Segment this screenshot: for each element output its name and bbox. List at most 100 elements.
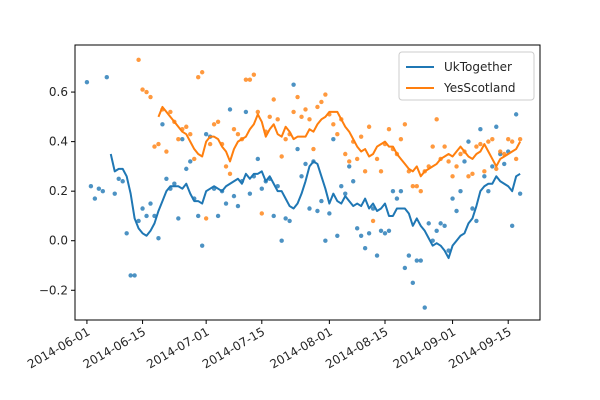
point-yesscotland-33 [267, 114, 272, 120]
point-uktogether-67 [354, 226, 360, 231]
point-yesscotland-67 [402, 122, 408, 127]
point-yesscotland-88 [486, 139, 491, 144]
point-yesscotland-37 [283, 136, 288, 142]
point-yesscotland-79 [450, 174, 455, 179]
point-yesscotland-71 [418, 188, 423, 194]
point-uktogether-91 [450, 196, 455, 201]
point-uktogether-42 [255, 156, 261, 162]
point-yesscotland-31 [259, 211, 264, 216]
point-yesscotland-78 [446, 159, 451, 164]
point-uktogether-39 [243, 109, 249, 115]
point-uktogether-29 [203, 131, 209, 137]
point-yesscotland-47 [323, 92, 328, 97]
point-uktogether-35 [227, 107, 233, 112]
point-uktogether-106 [509, 223, 515, 229]
point-yesscotland-96 [517, 136, 523, 142]
legend-label-uktogether: UkTogether [444, 60, 512, 74]
point-uktogether-78 [398, 188, 404, 194]
legend-label-yesscotland: YesScotland [443, 81, 516, 95]
point-uktogether-3 [96, 186, 102, 191]
point-uktogether-93 [458, 188, 463, 194]
point-uktogether-59 [323, 238, 328, 243]
point-yesscotland-94 [509, 139, 515, 144]
point-yesscotland-46 [319, 99, 324, 105]
point-yesscotland-0 [136, 57, 141, 63]
point-uktogether-107 [513, 112, 519, 117]
point-uktogether-4 [100, 188, 106, 194]
point-yesscotland-3 [148, 94, 153, 100]
point-uktogether-61 [331, 136, 336, 142]
point-yesscotland-91 [498, 149, 503, 154]
point-yesscotland-41 [299, 114, 304, 120]
point-yesscotland-30 [255, 109, 261, 115]
point-uktogether-49 [283, 216, 288, 221]
point-yesscotland-85 [474, 144, 479, 149]
point-yesscotland-75 [434, 117, 439, 122]
point-uktogether-7 [116, 176, 121, 181]
point-yesscotland-90 [494, 166, 499, 172]
point-yesscotland-15 [196, 75, 201, 80]
point-yesscotland-83 [466, 174, 471, 179]
point-yesscotland-69 [410, 184, 416, 189]
point-yesscotland-55 [354, 156, 360, 162]
point-yesscotland-27 [243, 77, 249, 82]
point-uktogether-36 [231, 193, 237, 199]
point-uktogether-53 [299, 174, 304, 179]
point-uktogether-50 [287, 218, 292, 224]
point-yesscotland-23 [227, 171, 233, 177]
point-uktogether-102 [494, 124, 499, 129]
point-yesscotland-74 [430, 144, 435, 149]
point-yesscotland-2 [144, 89, 149, 95]
plot-clip-group [84, 57, 523, 310]
point-yesscotland-52 [343, 151, 348, 157]
point-uktogether-24 [184, 166, 189, 172]
point-uktogether-21 [172, 181, 177, 186]
point-uktogether-65 [347, 164, 352, 169]
axes-frame [74, 44, 541, 321]
point-uktogether-34 [223, 201, 229, 206]
point-uktogether-96 [470, 206, 475, 211]
point-yesscotland-10 [176, 136, 181, 142]
point-uktogether-80 [406, 253, 412, 258]
point-yesscotland-34 [271, 97, 276, 102]
point-yesscotland-84 [470, 171, 475, 177]
point-uktogether-75 [386, 228, 392, 234]
point-yesscotland-56 [358, 134, 364, 139]
point-uktogether-97 [474, 218, 479, 224]
point-uktogether-11 [132, 273, 137, 278]
point-yesscotland-60 [374, 156, 380, 162]
point-yesscotland-49 [331, 122, 336, 127]
point-uktogether-6 [112, 191, 117, 196]
point-uktogether-5 [104, 75, 109, 80]
point-yesscotland-18 [207, 141, 213, 147]
y-tick-label-4: 0.6 [49, 85, 68, 99]
point-yesscotland-53 [347, 159, 352, 164]
point-uktogether-70 [366, 231, 372, 236]
point-yesscotland-13 [188, 131, 193, 137]
point-uktogether-79 [402, 265, 408, 271]
series-line-uktogether [109, 153, 521, 260]
point-uktogether-51 [291, 82, 296, 87]
point-yesscotland-44 [311, 146, 316, 152]
point-uktogether-66 [351, 179, 356, 184]
series-line-yesscotland [157, 105, 522, 178]
point-uktogether-85 [426, 221, 431, 226]
point-uktogether-100 [486, 188, 491, 194]
point-uktogether-2 [92, 196, 98, 201]
point-uktogether-73 [378, 228, 384, 234]
y-tick-label-3: 0.4 [49, 135, 68, 149]
y-tick-label-0: −0.2 [39, 283, 68, 297]
point-uktogether-76 [390, 188, 396, 194]
point-uktogether-32 [215, 213, 221, 219]
point-uktogether-77 [394, 196, 400, 201]
point-yesscotland-89 [490, 136, 495, 142]
point-yesscotland-93 [506, 136, 511, 142]
point-yesscotland-87 [482, 169, 487, 174]
point-uktogether-72 [374, 253, 380, 258]
point-uktogether-98 [478, 127, 483, 132]
point-uktogether-25 [188, 159, 193, 164]
point-yesscotland-57 [362, 169, 368, 174]
point-uktogether-60 [327, 211, 332, 216]
point-yesscotland-28 [247, 77, 253, 82]
